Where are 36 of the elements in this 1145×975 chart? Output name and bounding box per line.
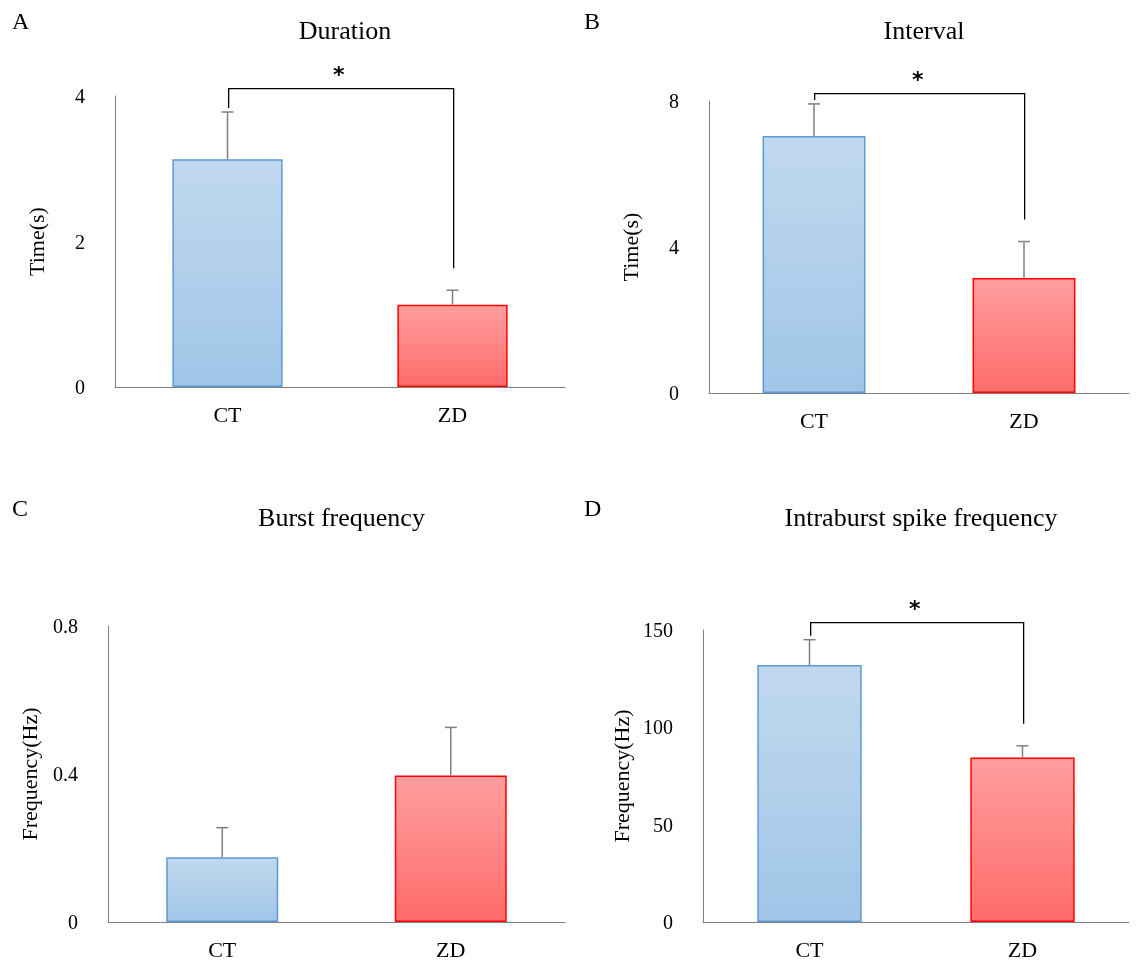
y-axis-title: Time(s)	[617, 212, 643, 282]
y-tick-label: 0.8	[53, 615, 78, 637]
y-tick-label: 0	[669, 382, 679, 404]
x-tick-label: CT	[795, 936, 825, 962]
y-tick-label: 0	[68, 911, 78, 933]
x-tick-label: CT	[213, 401, 243, 427]
text: *	[909, 596, 921, 621]
chart-title: Burst frequency	[258, 502, 425, 532]
x-tick-label: CT	[208, 936, 237, 962]
y-tick-label: 4	[75, 85, 85, 107]
chart-title: Duration	[298, 15, 392, 45]
chart-title: Intraburst spike frequency	[784, 502, 1058, 532]
y-axis-title: Time(s)	[23, 207, 49, 276]
x-tick-label: ZD	[436, 936, 466, 962]
x-tick-label: ZD	[1009, 407, 1039, 433]
y-tick-label: 100	[643, 716, 673, 739]
y-tick-label: 8	[669, 90, 679, 112]
y-tick-label: 2	[75, 230, 85, 253]
text: A	[12, 8, 30, 35]
y-tick-label: 4	[669, 236, 679, 258]
text: *	[333, 62, 345, 87]
y-tick-label: 0	[663, 911, 673, 933]
chart-title: Interval	[883, 15, 965, 45]
y-tick-label: 50	[653, 813, 673, 836]
y-tick-label: 0.4	[53, 763, 78, 785]
text: D	[584, 495, 602, 522]
text: C	[12, 495, 29, 522]
y-axis-title: Frequency(Hz)	[16, 707, 42, 841]
text: *	[912, 67, 924, 92]
y-tick-label: 0	[75, 376, 85, 398]
text: B	[584, 8, 601, 35]
y-tick-label: 150	[643, 619, 673, 641]
x-tick-label: ZD	[437, 401, 468, 427]
x-tick-label: CT	[799, 407, 829, 433]
x-tick-label: ZD	[1007, 936, 1038, 962]
y-axis-title: Frequency(Hz)	[608, 709, 634, 843]
